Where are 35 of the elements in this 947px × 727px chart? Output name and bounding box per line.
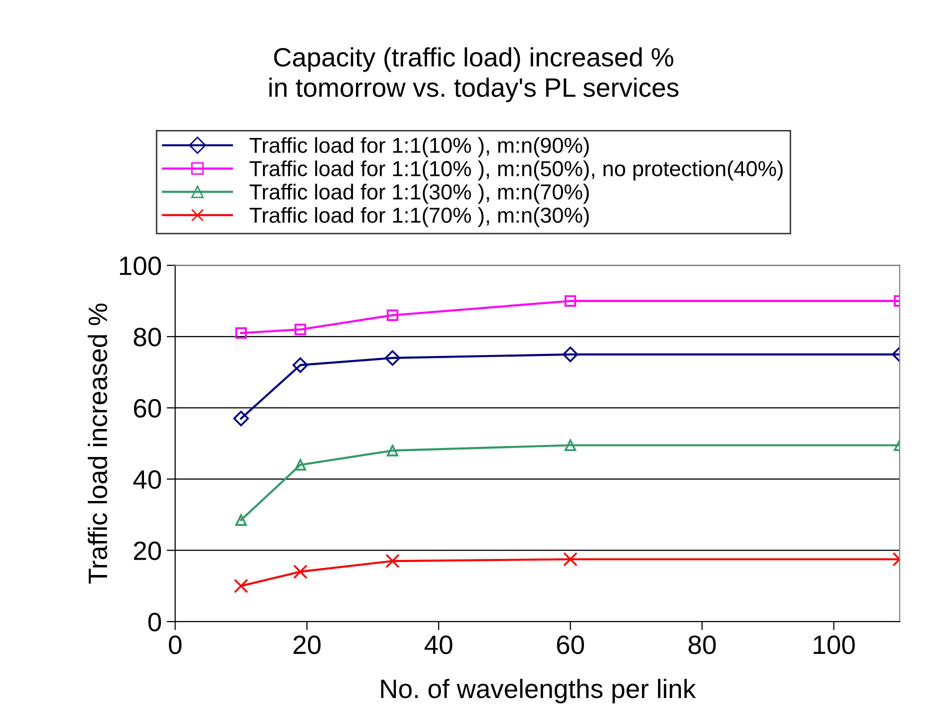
point xyxy=(292,357,308,373)
x-tick-label: 100 xyxy=(814,635,855,654)
point xyxy=(235,514,247,526)
y-tick-label: 100 xyxy=(120,256,161,276)
point xyxy=(294,459,306,471)
y-tick-label: 40 xyxy=(133,470,161,489)
y-tick-label: 0 xyxy=(148,612,161,632)
y-tick-label: 80 xyxy=(134,328,161,346)
x-tick-label: 80 xyxy=(688,635,716,654)
point xyxy=(234,578,248,594)
y-tick-label: 60 xyxy=(134,398,161,418)
point xyxy=(386,444,398,456)
point xyxy=(235,327,247,339)
legend-label: Traffic load for 1:1(70% ), m:n(30%) xyxy=(250,207,589,228)
x-axis-title: No. of wavelengths per link xyxy=(381,678,696,704)
legend-label: Traffic load for 1:1(10% ), m:n(90%) xyxy=(250,137,589,158)
x-tick-label: 20 xyxy=(294,635,321,654)
x-tick-label: 0 xyxy=(168,635,182,654)
point xyxy=(386,309,398,321)
legend-label: Traffic load for 1:1(30% ), m:n(70%) xyxy=(250,184,589,204)
point xyxy=(563,552,578,566)
y-axis-title: Traffic load increased % xyxy=(88,304,108,584)
y-tick-label: 20 xyxy=(134,541,161,560)
point xyxy=(564,439,576,452)
point xyxy=(384,350,400,366)
point xyxy=(293,564,308,579)
point xyxy=(233,410,249,426)
chart-title: Capacity (traffic load) increased % in tomorrow vs. today's PL services xyxy=(269,47,678,102)
x-tick-label: 40 xyxy=(424,635,452,654)
point xyxy=(385,554,400,568)
x-tick-label: 60 xyxy=(557,635,584,654)
point xyxy=(562,346,578,362)
legend-label: Traffic load for 1:1(10% ), m:n(50%), no protection(40%) xyxy=(250,160,783,181)
point xyxy=(564,295,576,307)
point xyxy=(294,324,306,336)
